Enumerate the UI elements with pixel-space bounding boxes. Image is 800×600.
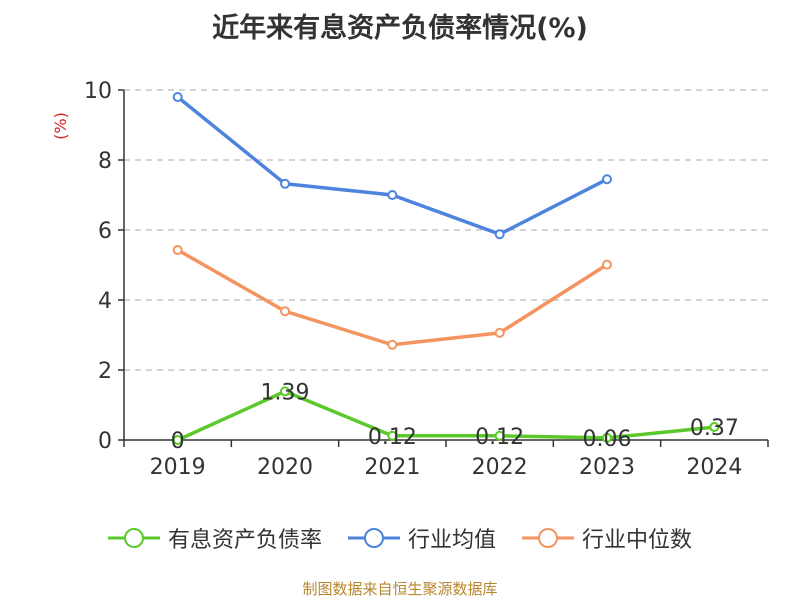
data-labels: 0 1.39 0.12 0.12 0.06 0.37 [171,380,739,454]
x-tick-label: 2022 [472,455,528,480]
data-point [602,432,612,443]
legend-swatch-icon [107,528,160,548]
x-tick-label: 2024 [686,455,742,480]
chart-title: 近年来有息资产负债率情况(%) [212,13,588,44]
data-point [172,92,183,102]
data-point [280,306,290,317]
data-label: 0.37 [690,416,739,441]
line-chart: 0 2 4 6 8 10 2019 2020 2021 2022 2023 2024 (%) 0 1.3… [51,79,769,480]
data-label: 0.12 [368,425,417,450]
data-point [494,327,505,338]
x-tick-label: 2023 [579,455,635,480]
y-tick-label: 8 [98,149,112,174]
legend-item[interactable]: 行业均值 [347,522,496,554]
data-point [172,435,183,445]
data-point [602,259,612,270]
series-line [176,389,715,442]
data-point [387,190,398,200]
data-point [280,386,290,397]
legend-item[interactable]: 行业中位数 [522,522,692,554]
y-tick-label: 10 [84,79,112,104]
data-point [387,430,398,441]
data-label: 1.39 [261,380,310,405]
data-label: 0.12 [475,425,524,450]
legend-label: 行业中位数 [582,528,693,553]
grid-lines [124,89,768,371]
data-point [172,244,183,255]
legend-label: 有息资产负债率 [167,528,322,553]
data-point [709,422,720,433]
legend-label: 行业均值 [407,528,496,553]
x-tick-label: 2021 [364,455,420,480]
series-行业中位数 [172,244,612,350]
axes: 0 2 4 6 8 10 2019 2020 2021 2022 2023 2024 [84,79,769,480]
source-note: 制图数据来自恒生聚源数据库 [302,580,498,598]
data-point [494,229,505,240]
data-label: 0.06 [583,427,632,452]
legend-item[interactable]: 有息资产负债率 [107,522,322,554]
y-axis-label: (%) [51,112,70,140]
y-tick-label: 4 [98,289,112,314]
legend: 有息资产负债率 行业均值 行业中位数 [0,520,800,556]
series-有息资产负债率 [172,386,720,445]
series-行业均值 [172,92,612,240]
data-point [602,174,612,185]
legend-swatch-icon [522,528,574,548]
data-label: 0 [171,429,185,454]
y-tick-label: 2 [98,359,112,384]
legend-swatch-icon [347,528,400,548]
series-line [176,95,608,236]
data-point [280,178,290,189]
y-tick-label: 6 [98,219,112,244]
x-tick-label: 2019 [150,455,206,480]
data-point [387,339,398,350]
series-layer [172,92,720,445]
data-point [494,430,505,441]
y-tick-label: 0 [98,429,112,454]
series-line [176,248,608,347]
x-tick-label: 2020 [257,455,313,480]
